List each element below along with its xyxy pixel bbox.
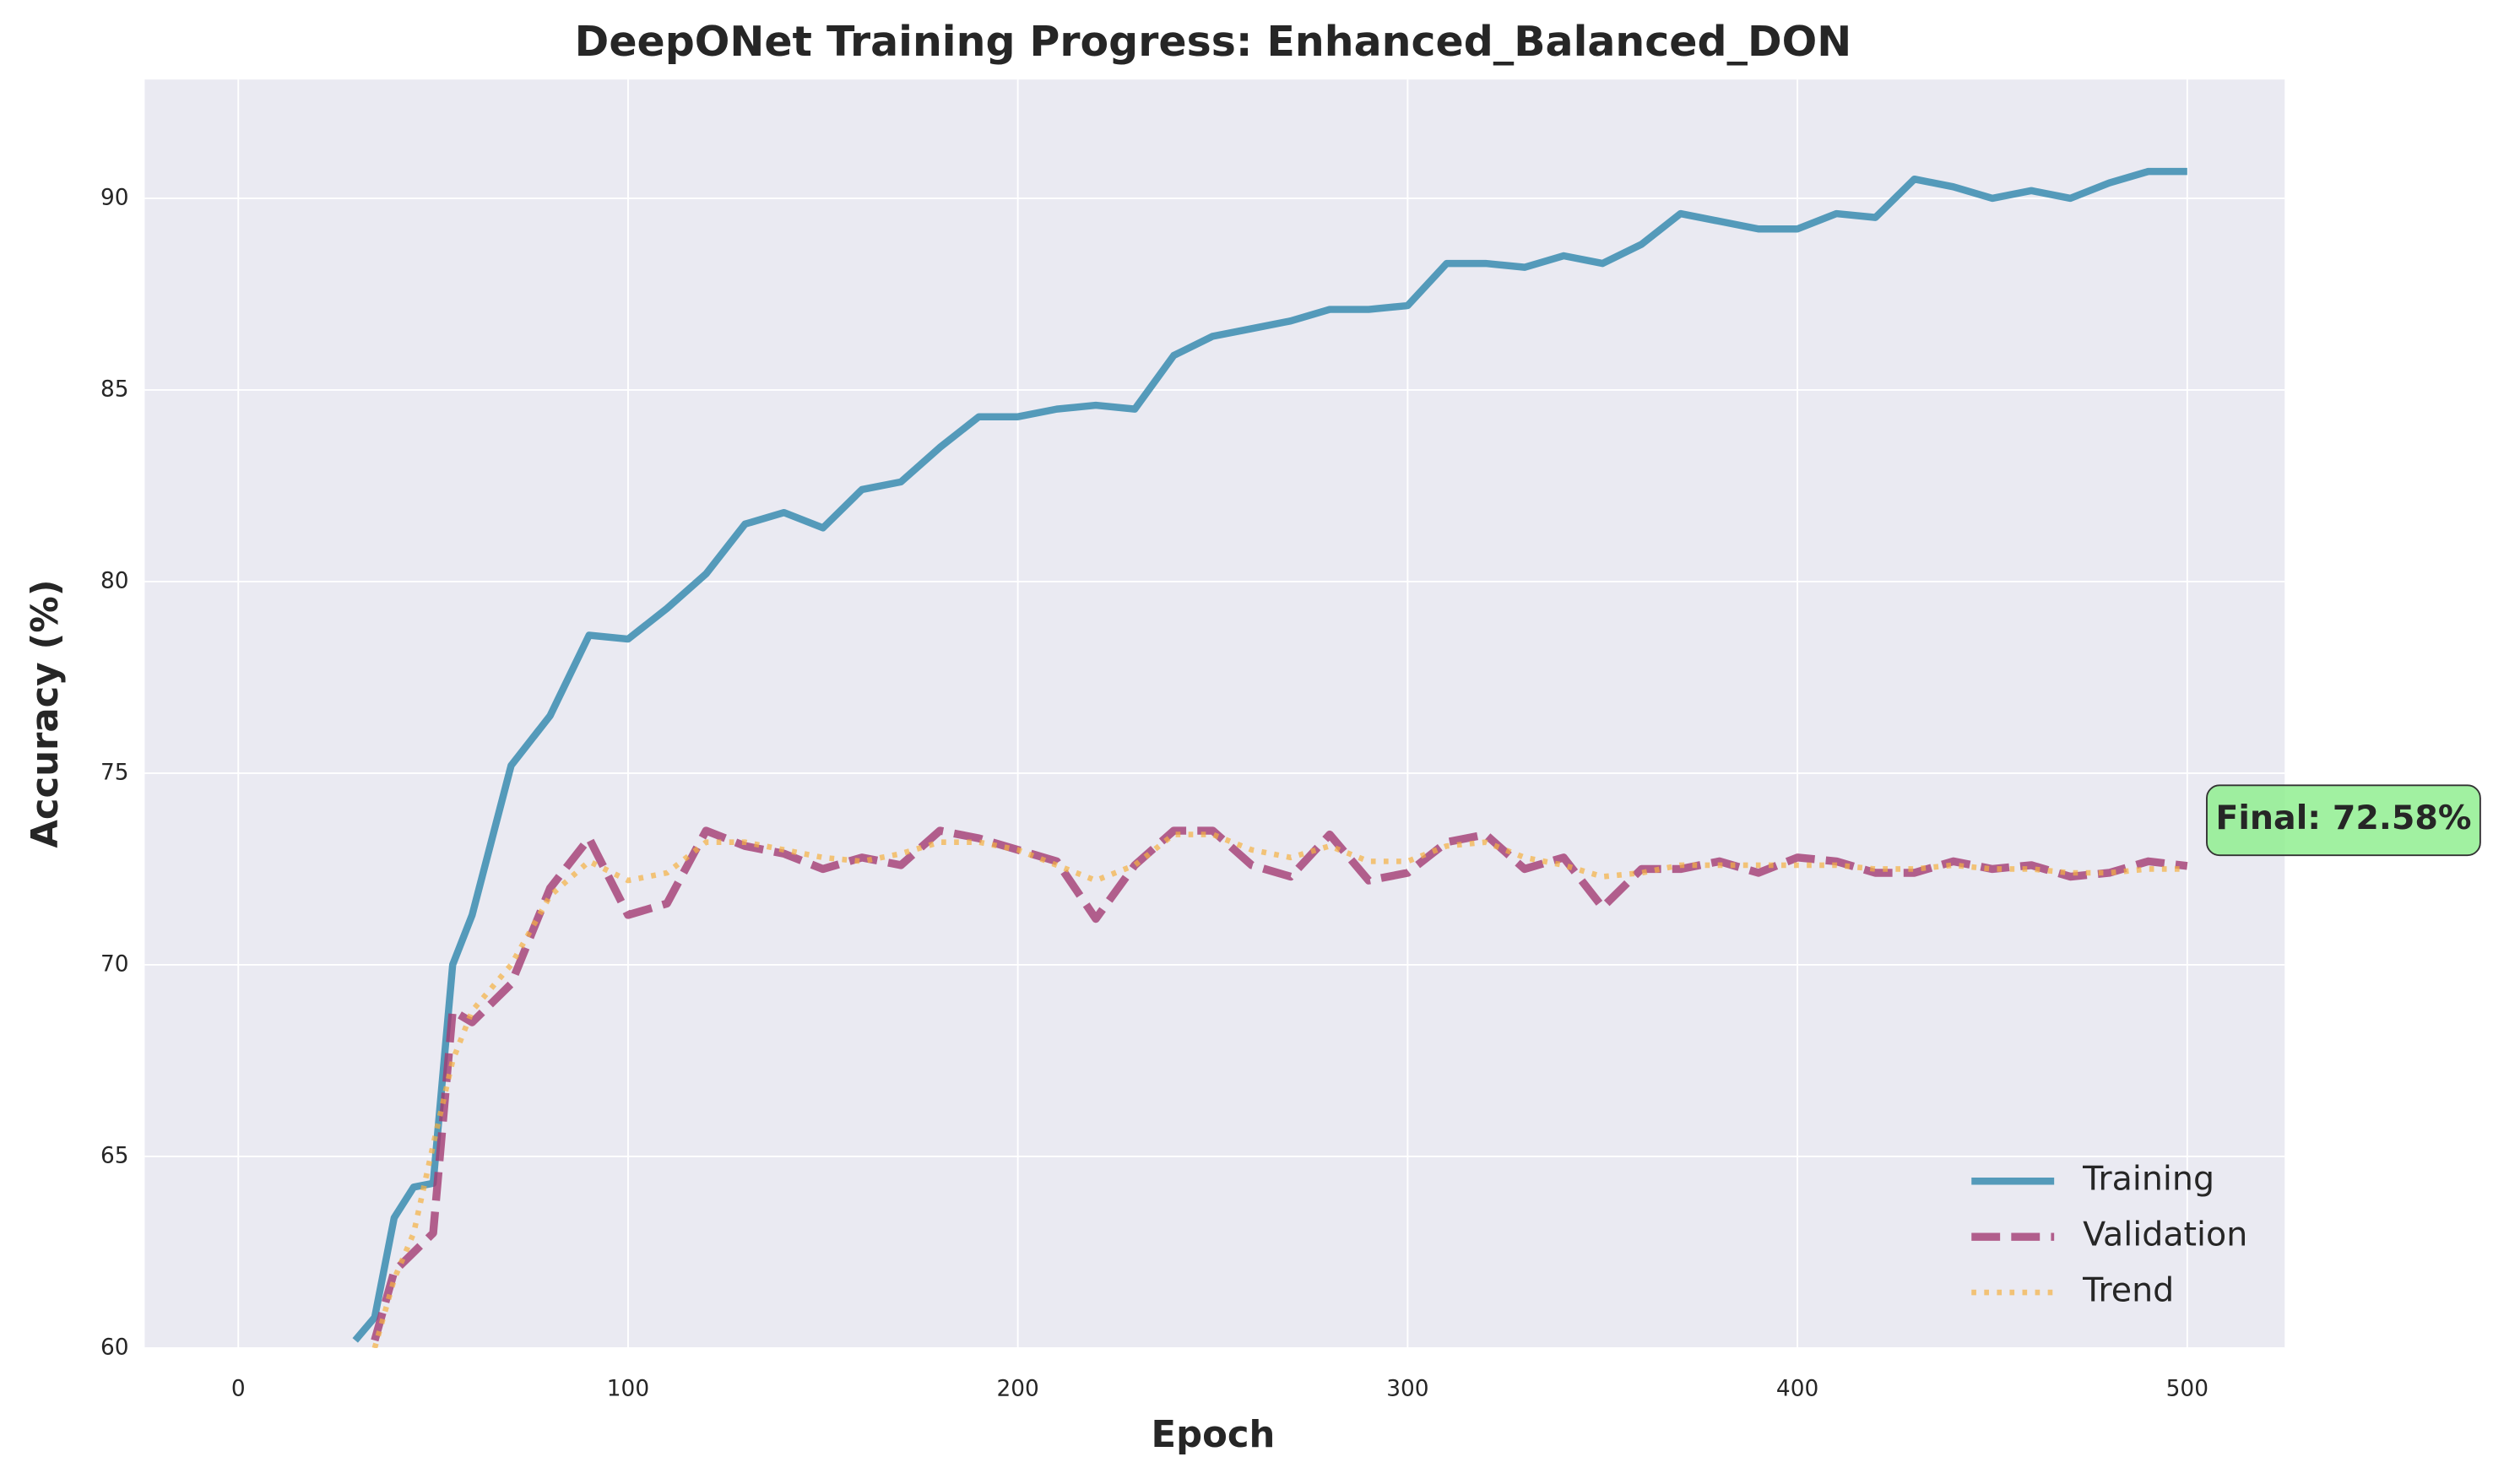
plot-area — [144, 79, 2285, 1348]
y-tick-label: 80 — [100, 568, 129, 593]
y-tick-label: 90 — [100, 185, 129, 210]
annotation-box — [2206, 784, 2481, 857]
series-line — [352, 167, 2187, 1343]
x-tick-label: 0 — [231, 1376, 246, 1401]
x-tick-label: 100 — [607, 1376, 649, 1401]
legend-label: Trend — [2082, 1271, 2174, 1310]
x-tick-label: 400 — [1776, 1376, 1818, 1401]
x-axis-label: Epoch — [1152, 1414, 1276, 1456]
y-tick-label: 60 — [100, 1335, 129, 1360]
series-line — [371, 826, 2188, 1342]
y-axis-label: Accuracy (%) — [24, 579, 67, 848]
x-tick-label: 500 — [2166, 1376, 2208, 1401]
y-tick-label: 65 — [100, 1143, 129, 1168]
x-tick-label: 200 — [997, 1376, 1039, 1401]
annotation: Final: 72.58% — [2215, 799, 2471, 837]
y-tick-label: 85 — [100, 376, 129, 402]
y-tick-label: 75 — [100, 760, 129, 785]
x-tick-label: 300 — [1386, 1376, 1428, 1401]
y-tick-label: 70 — [100, 951, 129, 977]
chart-title: DeepONet Training Progress: Enhanced_Bal… — [575, 18, 1852, 66]
legend-label: Validation — [2083, 1216, 2247, 1254]
legend-label: Training — [2082, 1160, 2214, 1199]
series-line — [371, 831, 2187, 1348]
